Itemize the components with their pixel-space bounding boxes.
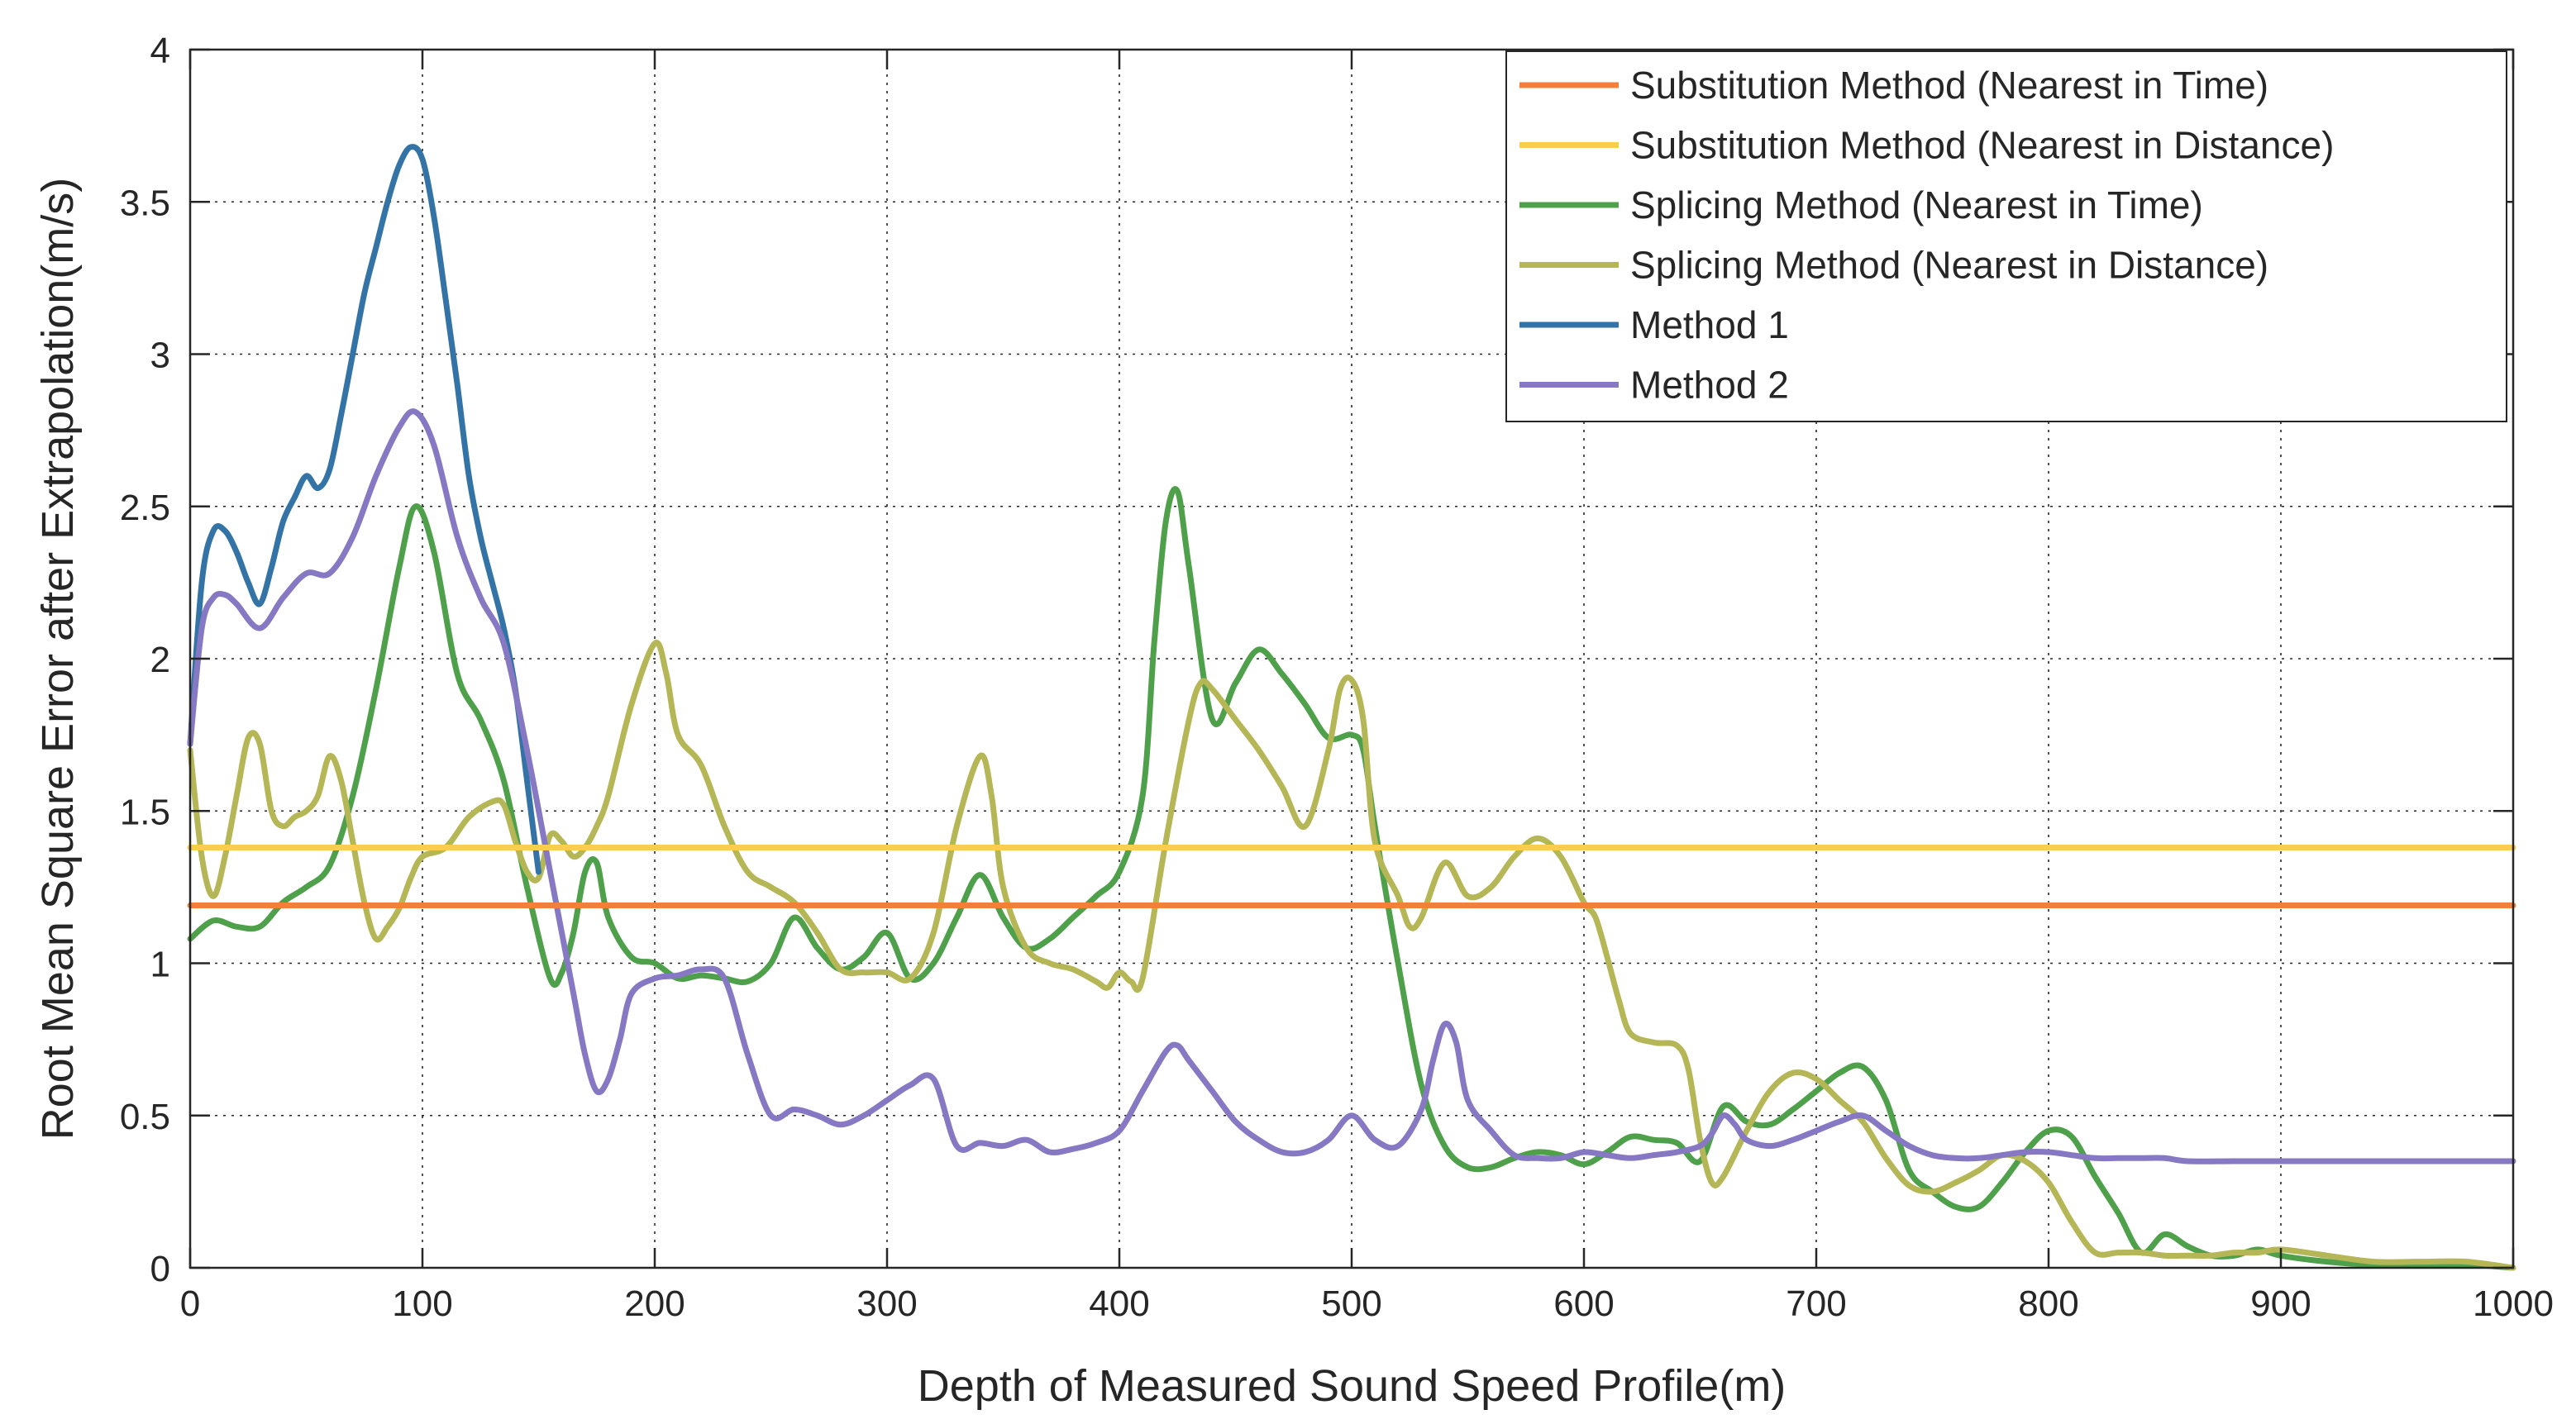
x-tick-label: 600 (1553, 1284, 1614, 1324)
x-tick-label: 100 (392, 1284, 452, 1324)
series-line-method-1 (187, 144, 541, 875)
y-tick-label: 2 (150, 640, 170, 680)
x-tick-label: 400 (1089, 1284, 1149, 1324)
y-tick-label: 3 (150, 336, 170, 376)
legend-label: Splicing Method (Nearest in Distance) (1630, 244, 2268, 287)
y-tick-labels: 0 0.5 1 1.5 2 2.5 3 3.5 4 (120, 31, 170, 1289)
y-tick-label: 4 (150, 31, 170, 71)
y-tick-label: 1.5 (120, 792, 170, 832)
legend-label: Substitution Method (Nearest in Time) (1630, 64, 2268, 107)
x-tick-label: 0 (180, 1284, 200, 1324)
x-tick-label: 1000 (2473, 1284, 2554, 1324)
x-tick-label: 500 (1321, 1284, 1381, 1324)
x-axis-label: Depth of Measured Sound Speed Profile(m) (918, 1361, 1787, 1411)
y-axis-label: Root Mean Square Error after Extrapolati… (33, 178, 83, 1140)
series-line-method-2 (187, 408, 2516, 1164)
y-tick-label: 1 (150, 945, 170, 985)
y-tick-label: 0.5 (120, 1097, 170, 1137)
x-tick-label: 200 (624, 1284, 685, 1324)
x-tick-label: 800 (2018, 1284, 2078, 1324)
y-tick-label: 3.5 (120, 183, 170, 223)
x-tick-label: 700 (1786, 1284, 1846, 1324)
legend-label: Substitution Method (Nearest in Distance… (1630, 124, 2334, 167)
legend-box (1505, 50, 2507, 422)
x-tick-label: 300 (856, 1284, 917, 1324)
x-tick-labels: 0 100 200 300 400 500 600 700 800 900 1000 (180, 1284, 2554, 1324)
legend-label: Method 2 (1630, 364, 1789, 407)
legend-label: Splicing Method (Nearest in Time) (1630, 183, 2203, 226)
x-tick-label: 900 (2250, 1284, 2311, 1324)
legend: Substitution Method (Nearest in Time) Sub… (1505, 50, 2507, 422)
series-line-splicing-method-nearest-in-time (187, 486, 2516, 1271)
y-tick-label: 2.5 (120, 488, 170, 528)
series-group (187, 144, 2516, 1271)
y-tick-label: 0 (150, 1249, 170, 1289)
legend-label: Method 1 (1630, 303, 1789, 346)
